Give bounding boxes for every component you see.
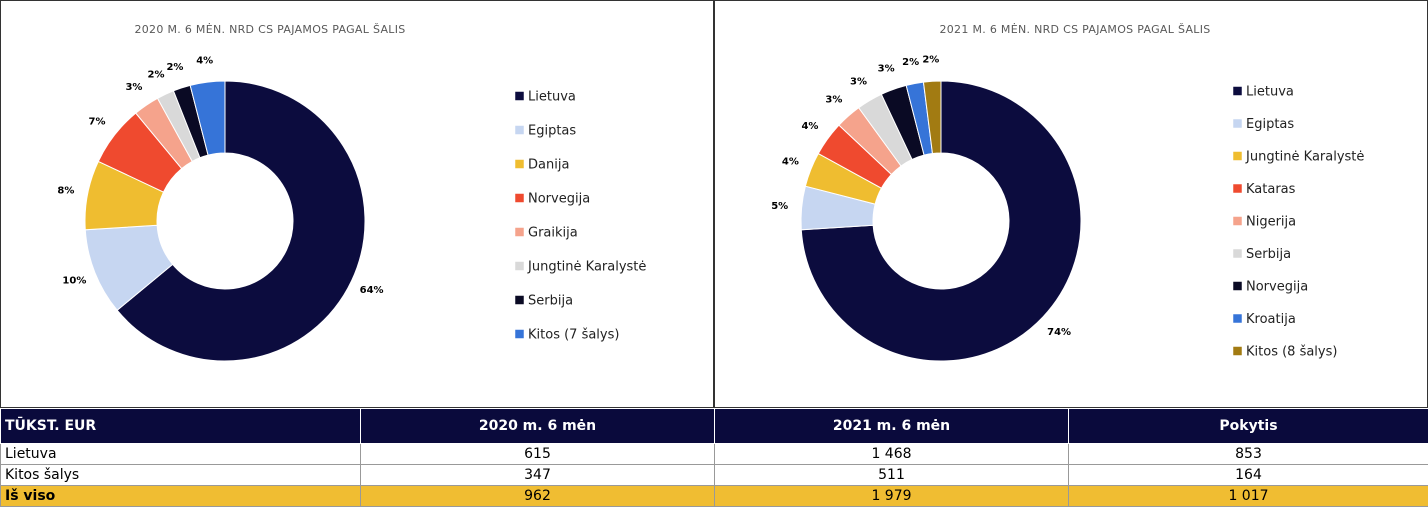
data-label: 3% bbox=[825, 94, 842, 105]
legend-swatch bbox=[1232, 151, 1243, 161]
legend-swatch bbox=[1232, 118, 1243, 129]
legend-label: Norvegija bbox=[528, 192, 590, 207]
data-label: 3% bbox=[850, 77, 867, 88]
table-cell: Lietuva bbox=[0, 443, 361, 465]
legend-label: Kroatija bbox=[1246, 312, 1296, 327]
data-label: 3% bbox=[878, 64, 895, 75]
legend-swatch bbox=[514, 329, 525, 339]
data-label: 7% bbox=[89, 117, 106, 128]
summary-table: TŪKST. EUR 2020 m. 6 mėn 2021 m. 6 mėn Poky… bbox=[0, 408, 1428, 507]
table-row: Iš viso 962 1 979 1 017 bbox=[0, 485, 1428, 507]
charts: 2020 M. 6 MĖN. NRD CS PAJAMOS PAGAL ŠALI… bbox=[0, 0, 1428, 408]
data-label: 4% bbox=[801, 121, 818, 132]
legend-swatch bbox=[1232, 183, 1243, 194]
data-label: 2% bbox=[902, 57, 919, 68]
data-label: 10% bbox=[62, 276, 86, 287]
donut-segment bbox=[800, 80, 1082, 362]
table-cell: Iš viso bbox=[0, 485, 361, 507]
legend-swatch bbox=[514, 261, 525, 271]
donut-segment bbox=[189, 80, 226, 156]
table-cell: 347 bbox=[360, 464, 715, 486]
legend-swatch bbox=[514, 125, 525, 135]
legend-swatch bbox=[1232, 313, 1243, 324]
table-row: Lietuva 615 1 468 853 bbox=[0, 443, 1428, 465]
table-row: Kitos šalys 347 511 164 bbox=[0, 464, 1428, 486]
legend-label: Egiptas bbox=[528, 124, 576, 139]
legend-swatch bbox=[1232, 346, 1243, 356]
legend-label: Norvegija bbox=[1246, 280, 1308, 295]
legend-label: Jungtinė Karalystė bbox=[527, 260, 646, 275]
header-cell: 2021 m. 6 mėn bbox=[714, 408, 1069, 444]
legend-swatch bbox=[514, 295, 525, 305]
table-cell: 1 017 bbox=[1068, 485, 1428, 507]
legend-label: Egiptas bbox=[1246, 117, 1294, 132]
legend-swatch bbox=[514, 227, 525, 237]
table-cell: 1 468 bbox=[714, 443, 1069, 465]
table-cell: Kitos šalys bbox=[0, 464, 361, 486]
data-label: 8% bbox=[57, 186, 74, 197]
legend-swatch bbox=[1232, 248, 1243, 259]
legend-label: Graikija bbox=[528, 226, 578, 241]
data-label: 4% bbox=[782, 156, 799, 167]
data-label: 4% bbox=[196, 55, 213, 66]
donut-segment bbox=[116, 80, 366, 362]
legend-swatch bbox=[514, 159, 525, 169]
legend-swatch bbox=[1232, 216, 1243, 226]
table-cell: 615 bbox=[360, 443, 715, 465]
legend-swatch bbox=[1232, 86, 1243, 96]
legend-label: Kataras bbox=[1246, 182, 1296, 197]
legend-label: Kitos (8 šalys) bbox=[1246, 345, 1337, 360]
panel bbox=[0, 0, 714, 408]
legend-label: Serbija bbox=[1246, 247, 1291, 262]
header-cell: 2020 m. 6 mėn bbox=[360, 408, 715, 444]
data-label: 2% bbox=[148, 69, 165, 80]
legend-swatch bbox=[514, 193, 525, 203]
legend-swatch bbox=[514, 91, 525, 101]
data-label: 2% bbox=[166, 62, 183, 73]
legend-label: Kitos (7 šalys) bbox=[528, 328, 619, 343]
header-row: TŪKST. EUR 2020 m. 6 mėn 2021 m. 6 mėn Poky… bbox=[0, 408, 1428, 444]
data-label: 74% bbox=[1047, 327, 1071, 338]
chart-title: 2021 M. 6 MĖN. NRD CS PAJAMOS PAGAL ŠALI… bbox=[939, 23, 1210, 36]
table-cell: 962 bbox=[360, 485, 715, 507]
data-label: 5% bbox=[771, 201, 788, 212]
legend-label: Serbija bbox=[528, 294, 573, 309]
data-label: 64% bbox=[360, 285, 384, 296]
table-cell: 1 979 bbox=[714, 485, 1069, 507]
legend-label: Jungtinė Karalystė bbox=[1245, 150, 1364, 165]
table-cell: 511 bbox=[714, 464, 1069, 486]
table-cell: 853 bbox=[1068, 443, 1428, 465]
data-label: 2% bbox=[922, 54, 939, 65]
legend-label: Nigerija bbox=[1246, 215, 1296, 230]
chart-title: 2020 M. 6 MĖN. NRD CS PAJAMOS PAGAL ŠALI… bbox=[134, 23, 405, 36]
legend-label: Lietuva bbox=[528, 90, 576, 105]
header-cell: TŪKST. EUR bbox=[0, 408, 361, 444]
table-cell: 164 bbox=[1068, 464, 1428, 486]
donut-segment bbox=[922, 80, 942, 155]
legend-swatch bbox=[1232, 281, 1243, 291]
data-label: 3% bbox=[125, 82, 142, 93]
header-cell: Pokytis bbox=[1068, 408, 1428, 444]
legend-label: Lietuva bbox=[1246, 85, 1294, 100]
legend-label: Danija bbox=[528, 158, 569, 173]
